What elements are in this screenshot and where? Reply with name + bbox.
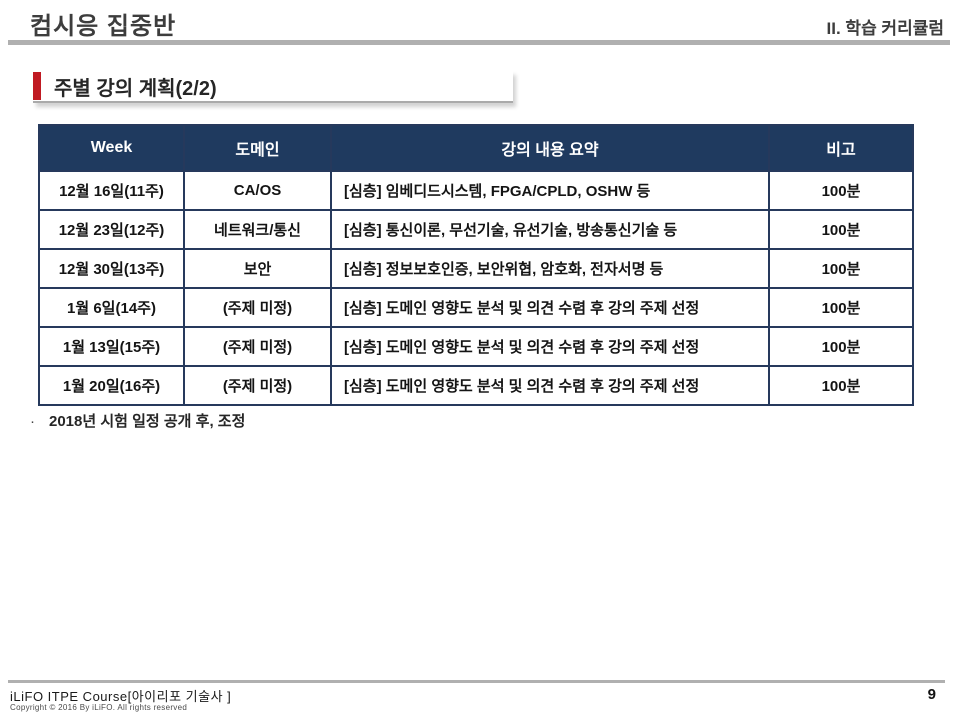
footer-course-name: iLiFO ITPE Course[아이리포 기술사 ] bbox=[10, 689, 232, 704]
table-cell: 12월 16일(11주) bbox=[38, 170, 185, 211]
table-cell: 1월 13일(15주) bbox=[38, 326, 185, 367]
red-accent-bar bbox=[33, 72, 41, 100]
table-cell: 100분 bbox=[768, 248, 914, 289]
table-cell: [심층] 정보보호인증, 보안위협, 암호화, 전자서명 등 bbox=[330, 248, 770, 289]
table-cell: 100분 bbox=[768, 365, 914, 406]
section-title: 주별 강의 계획(2/2) bbox=[54, 77, 217, 100]
weekly-schedule-table: Week 도메인 강의 내용 요약 비고 12월 16일(11주) CA/OS [심… bbox=[38, 124, 914, 406]
header-divider bbox=[8, 40, 950, 45]
adjustment-note: · 2018년 시험 일정 공개 후, 조정 bbox=[30, 410, 245, 431]
table-cell: 1월 6일(14주) bbox=[38, 287, 185, 328]
table-cell: (주제 미정) bbox=[183, 287, 332, 328]
table-body: 12월 16일(11주) CA/OS [심층] 임베디드시스템, FPGA/CPLD… bbox=[38, 170, 914, 406]
table-row: 1월 13일(15주) (주제 미정) [심층] 도메인 영향도 분석 및 의견 수… bbox=[38, 326, 914, 367]
table-cell: [심층] 임베디드시스템, FPGA/CPLD, OSHW 등 bbox=[330, 170, 770, 211]
table-row: 1월 20일(16주) (주제 미정) [심층] 도메인 영향도 분석 및 의견 수… bbox=[38, 365, 914, 406]
table-row: 12월 23일(12주) 네트워크/통신 [심층] 통신이론, 무선기술, 유선기술… bbox=[38, 209, 914, 250]
table-cell: CA/OS bbox=[183, 170, 332, 211]
table-row: 12월 30일(13주) 보안 [심층] 정보보호인증, 보안위협, 암호화, 전자… bbox=[38, 248, 914, 289]
footer-divider bbox=[8, 680, 945, 683]
page-number: 9 bbox=[927, 686, 936, 703]
adjustment-note-text: 2018년 시험 일정 공개 후, 조정 bbox=[49, 413, 246, 430]
table-cell: (주제 미정) bbox=[183, 326, 332, 367]
slide-header-chapter: II. 학습 커리큘럼 bbox=[826, 19, 944, 38]
table-cell: 12월 30일(13주) bbox=[38, 248, 185, 289]
table-cell: 100분 bbox=[768, 326, 914, 367]
bullet-icon: · bbox=[30, 413, 35, 430]
table-cell: 100분 bbox=[768, 287, 914, 328]
column-header-note: 비고 bbox=[768, 124, 914, 172]
table-cell: (주제 미정) bbox=[183, 365, 332, 406]
table-cell: [심층] 통신이론, 무선기술, 유선기술, 방송통신기술 등 bbox=[330, 209, 770, 250]
slide-header-title: 컴시응 집중반 bbox=[30, 13, 177, 40]
column-header-week: Week bbox=[38, 124, 185, 172]
section-title-box: 주별 강의 계획(2/2) bbox=[33, 71, 513, 103]
table-cell: 12월 23일(12주) bbox=[38, 209, 185, 250]
footer-copyright: Copyright © 2016 By iLiFO. All rights re… bbox=[10, 703, 188, 712]
table-cell: 1월 20일(16주) bbox=[38, 365, 185, 406]
column-header-domain: 도메인 bbox=[183, 124, 332, 172]
table-cell: [심층] 도메인 영향도 분석 및 의견 수렴 후 강의 주제 선정 bbox=[330, 326, 770, 367]
table-cell: 네트워크/통신 bbox=[183, 209, 332, 250]
table-row: 12월 16일(11주) CA/OS [심층] 임베디드시스템, FPGA/CPLD… bbox=[38, 170, 914, 211]
table-cell: 100분 bbox=[768, 170, 914, 211]
table-header-row: Week 도메인 강의 내용 요약 비고 bbox=[38, 124, 914, 172]
table-cell: 보안 bbox=[183, 248, 332, 289]
table-row: 1월 6일(14주) (주제 미정) [심층] 도메인 영향도 분석 및 의견 수렴… bbox=[38, 287, 914, 328]
table-cell: 100분 bbox=[768, 209, 914, 250]
table-cell: [심층] 도메인 영향도 분석 및 의견 수렴 후 강의 주제 선정 bbox=[330, 287, 770, 328]
table-cell: [심층] 도메인 영향도 분석 및 의견 수렴 후 강의 주제 선정 bbox=[330, 365, 770, 406]
column-header-summary: 강의 내용 요약 bbox=[330, 124, 770, 172]
